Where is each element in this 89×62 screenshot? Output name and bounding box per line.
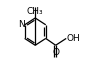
Text: OH: OH	[66, 34, 80, 43]
Text: N: N	[18, 20, 25, 29]
Text: CH₃: CH₃	[27, 7, 44, 16]
Text: O: O	[52, 48, 59, 57]
